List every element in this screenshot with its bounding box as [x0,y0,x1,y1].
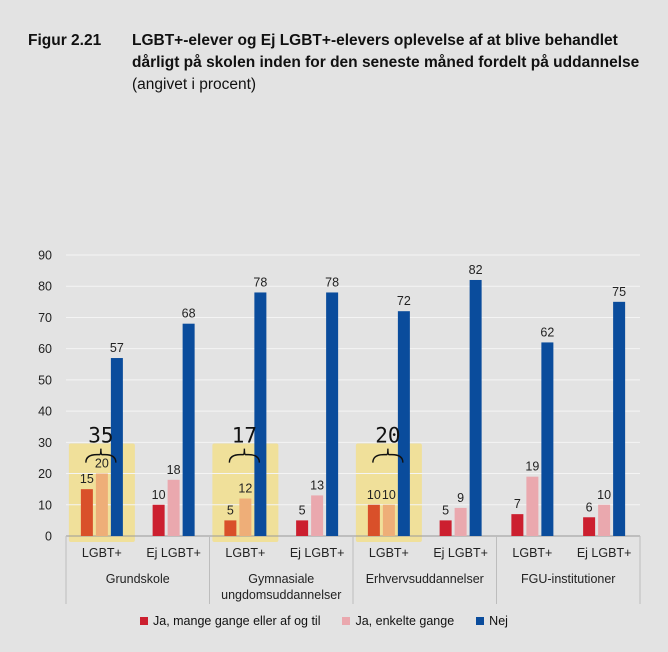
group-label: Gymnasiale [248,572,314,586]
data-label: 82 [469,263,483,277]
annotation-total: 35 [88,424,113,448]
bar [613,301,626,536]
data-label: 6 [586,500,593,514]
figure-title-unit: (angivet i procent) [132,76,257,93]
bar [254,292,267,536]
bar [583,517,596,536]
data-label: 72 [397,294,411,308]
data-label: 5 [299,503,306,517]
bar [239,498,252,536]
y-tick-label: 80 [38,280,52,294]
figure-title-main: LGBT+-elever og Ej LGBT+-elevers oplevel… [132,32,640,71]
data-label: 18 [167,463,181,477]
data-label: 9 [457,491,464,505]
group-label: Erhvervsuddannelser [366,572,484,586]
y-tick-label: 60 [38,342,52,356]
figure-label: Figur 2.21 [28,32,102,49]
data-label: 10 [597,488,611,502]
group-label: ungdomsuddannelser [221,588,341,602]
x-tick-label: LGBT+ [369,546,409,560]
data-label: 19 [525,460,539,474]
bar [382,504,395,536]
data-label: 15 [80,472,94,486]
bar [296,520,309,536]
data-label: 5 [442,503,449,517]
x-tick-label: Ej LGBT+ [577,546,632,560]
bar [598,504,611,536]
y-tick-label: 10 [38,498,52,512]
data-label: 13 [310,478,324,492]
group-label: Grundskole [106,572,170,586]
bar [182,323,195,536]
data-label: 10 [382,488,396,502]
y-tick-label: 20 [38,467,52,481]
bar [80,489,93,536]
data-label: 20 [95,457,109,471]
x-tick-label: Ej LGBT+ [146,546,201,560]
annotation-brace [228,448,261,463]
y-tick-label: 30 [38,436,52,450]
data-label: 68 [182,307,196,321]
y-tick-label: 50 [38,373,52,387]
legend-label-often: Ja, mange gange eller af og til [153,614,321,628]
data-label: 62 [540,325,554,339]
annotation-total: 20 [375,424,400,448]
bar [454,507,467,536]
annotation-brace [372,448,404,463]
x-tick-label: LGBT+ [512,546,552,560]
figure-title: LGBT+-elever og Ej LGBT+-elevers oplevel… [132,30,652,96]
data-label: 78 [325,275,339,289]
legend-label-no: Nej [489,614,508,628]
y-tick-label: 90 [38,249,52,263]
data-label: 10 [367,488,381,502]
legend-label-sometimes: Ja, enkelte gange [355,614,455,628]
bar [541,342,554,536]
annotation-brace [85,448,117,463]
x-tick-label: Ej LGBT+ [433,546,488,560]
data-label: 75 [612,285,626,299]
data-label: 10 [152,488,166,502]
y-tick-label: 70 [38,311,52,325]
x-tick-label: LGBT+ [82,546,122,560]
data-label: 78 [253,275,267,289]
bar [152,504,165,536]
group-label: FGU-institutioner [521,572,615,586]
legend-swatch-no [476,617,485,625]
legend-item-no: Nej [476,614,508,628]
bar [167,479,180,536]
y-tick-label: 0 [45,530,52,544]
bar [311,495,324,536]
data-label: 5 [227,503,234,517]
legend-item-often: Ja, mange gange eller af og til [140,614,320,628]
legend: Ja, mange gange eller af og til Ja, enke… [140,614,508,628]
y-tick-label: 40 [38,405,52,419]
x-tick-label: LGBT+ [225,546,265,560]
bar [95,473,108,536]
legend-item-sometimes: Ja, enkelte gange [342,614,454,628]
bar [439,520,452,536]
bar [224,520,237,536]
bar [326,292,339,536]
bar [469,279,482,536]
bar [511,514,524,536]
x-tick-label: Ej LGBT+ [290,546,345,560]
bar [397,311,410,536]
annotation-total: 17 [232,424,257,448]
data-label: 12 [238,482,252,496]
data-label: 7 [514,497,521,511]
data-label: 57 [110,341,124,355]
bar [526,476,539,536]
legend-swatch-often [140,617,148,625]
bar [110,358,123,536]
legend-swatch-sometimes [342,617,351,625]
bar [367,504,380,536]
